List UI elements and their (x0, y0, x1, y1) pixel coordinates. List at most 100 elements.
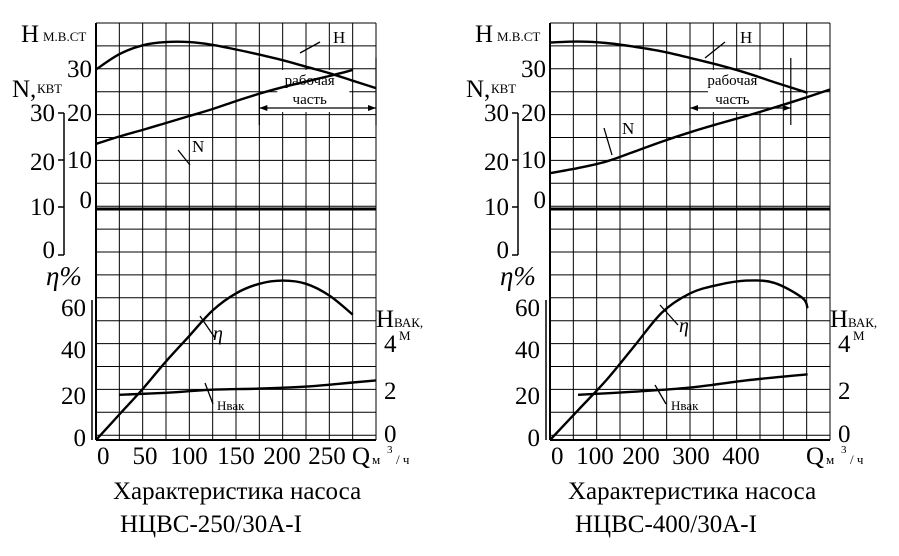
h-tick-label: 20 (67, 100, 92, 127)
x-axis-unit: м (372, 452, 380, 467)
x-tick-label: 200 (263, 443, 301, 470)
hvak-axis-label: Н (376, 306, 394, 333)
x-axis-unit-exponent: 3 (841, 444, 847, 456)
x-axis-unit: м (826, 452, 834, 467)
h-tick-label: 30 (67, 56, 92, 83)
n-tick-label: 0 (43, 237, 56, 264)
hvak-tick-label: 0 (384, 421, 397, 448)
h-head-curve (95, 40, 377, 90)
x-tick-label: 0 (551, 443, 564, 470)
eta-tick-label: 40 (515, 337, 540, 364)
hvak-axis-label-unit: ВАК, (848, 315, 877, 330)
hvak-tick-label: 0 (838, 421, 851, 448)
eta-tick-label: 40 (61, 337, 86, 364)
x-tick-label: 100 (170, 443, 208, 470)
series-label: N (622, 119, 634, 138)
hvak-curve (577, 373, 808, 396)
eta-tick-label: 20 (61, 383, 86, 410)
x-tick-label: 100 (576, 443, 614, 470)
chart-2-caption-line-1: Характеристика насоса (568, 478, 817, 505)
x-axis-label: Q (806, 443, 824, 470)
series-leader-line (177, 149, 191, 166)
hvak-tick-label: 4 (384, 331, 397, 358)
x-axis-unit-tail: / ч (396, 452, 410, 467)
h-axis-label-unit: М.В.СТ (43, 29, 86, 44)
h-tick-label: 10 (67, 147, 92, 174)
hvak-tick-label: 2 (384, 378, 397, 405)
eta-tick-label: 20 (515, 383, 540, 410)
series-leader-line (603, 127, 613, 156)
h-axis-label: Н (21, 21, 39, 48)
working-zone-arrowhead-right (368, 105, 376, 111)
efficiency-curve (95, 279, 354, 441)
series-label: η (213, 323, 223, 345)
series-label: Н (333, 28, 345, 47)
h-tick-label: 10 (521, 147, 546, 174)
hvak-tick-label: 4 (838, 331, 851, 358)
working-zone-arrowhead-left (690, 105, 698, 111)
h-tick-label: 0 (534, 187, 547, 214)
n-power-curve (549, 88, 831, 175)
hvak-axis-label-unit-2: М (399, 328, 411, 343)
series-label: N (192, 137, 204, 156)
x-tick-label: 150 (217, 443, 255, 470)
chart-1-caption-line-1: Характеристика насоса (113, 478, 362, 505)
h-tick-label: 0 (80, 187, 93, 214)
x-axis-unit-exponent: 3 (387, 444, 393, 456)
x-tick-label: 400 (722, 443, 760, 470)
eta-tick-label: 0 (74, 425, 87, 452)
series-label: Н (740, 28, 752, 47)
working-zone-label-2: часть (293, 92, 327, 108)
series-leader-line (199, 315, 216, 339)
chart-2-caption-line-2: НЦВС-400/30А-I (575, 511, 757, 538)
working-zone-label-background (277, 70, 350, 112)
n-tick-label: 0 (497, 237, 510, 264)
efficiency-curve (549, 279, 809, 441)
working-zone-label-2: часть (715, 92, 749, 108)
eta-tick-label: 60 (515, 295, 540, 322)
x-tick-label: 50 (133, 443, 158, 470)
x-tick-label: 300 (672, 443, 710, 470)
x-tick-label: 0 (97, 443, 110, 470)
n-tick-label: 30 (484, 100, 509, 127)
series-label: η (679, 315, 689, 337)
x-axis-unit-tail: / ч (850, 452, 864, 467)
n-tick-label: 20 (484, 149, 509, 176)
n-tick-label: 10 (30, 194, 55, 221)
hvak-axis-label-unit: ВАК, (394, 315, 423, 330)
eta-tick-label: 0 (528, 425, 541, 452)
series-label: Нвак (217, 398, 245, 413)
series-leader-line (654, 384, 667, 405)
series-leader-line (704, 41, 726, 59)
series-leader-line (299, 41, 321, 54)
n-axis-label-unit: КВТ (491, 81, 516, 96)
working-zone-label: рабочая (707, 73, 757, 89)
eta-axis-label: η% (500, 261, 536, 291)
n-axis-label-unit: КВТ (37, 81, 62, 96)
series-label: Нвак (671, 398, 699, 413)
hvak-tick-label: 2 (838, 378, 851, 405)
n-tick-label: 30 (30, 100, 55, 127)
x-axis-label: Q (352, 443, 370, 470)
hvak-axis-label-unit-2: М (853, 328, 865, 343)
working-zone-arrowhead-left (259, 105, 268, 111)
working-zone-label-background (708, 70, 780, 112)
x-tick-label: 200 (622, 443, 660, 470)
series-leader-line (204, 382, 214, 405)
eta-tick-label: 60 (61, 295, 86, 322)
x-tick-label: 250 (308, 443, 346, 470)
h-tick-label: 30 (521, 56, 546, 83)
n-power-curve (95, 68, 353, 146)
eta-axis-label: η% (46, 261, 82, 291)
n-axis-label: N, (466, 76, 490, 103)
h-tick-label: 20 (521, 100, 546, 127)
n-tick-label: 20 (30, 149, 55, 176)
n-axis-label: N, (12, 76, 36, 103)
h-head-curve (549, 40, 808, 94)
h-axis-label-unit: М.В.СТ (497, 29, 540, 44)
series-leader-line (659, 304, 679, 326)
h-axis-label: Н (475, 21, 493, 48)
